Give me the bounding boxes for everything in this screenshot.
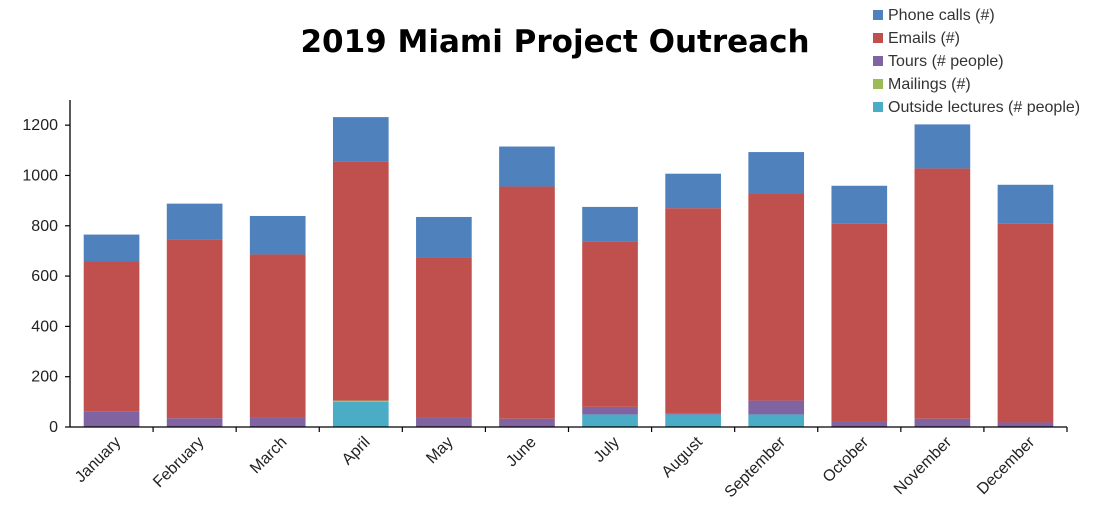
x-category-label: March [247,434,290,477]
bar-segment [748,152,805,194]
bar-segment [332,161,389,401]
x-category-label: August [659,433,707,481]
bar-segment [997,422,1054,427]
legend-label: Mailings (#) [888,76,971,93]
legend-swatch [873,56,883,66]
bar-segment [831,421,888,427]
legend-swatch [873,33,883,43]
bar-segment [748,400,805,415]
legend-label: Phone calls (#) [888,7,995,24]
x-category-label: November [891,433,956,498]
bar-segment [83,234,140,262]
bar-segment [83,411,140,427]
bar-segment [582,414,638,427]
bar-segment [582,406,638,415]
bar-segment [249,417,306,427]
bar-segment [249,254,306,418]
x-category-label: July [591,434,623,466]
bar-segment [83,261,140,412]
bar-segment [499,418,555,427]
y-tick-label: 800 [31,218,58,235]
bar-segment [665,413,721,415]
y-axis-ticks: 0 200 400 600 800 1000 1200 [22,117,70,436]
bar-segment [582,206,638,242]
bar-segment [332,117,389,162]
bar-segment [166,203,223,240]
bar-segment [332,400,389,402]
bar-segment [914,418,971,427]
bar-segment [582,241,638,407]
x-category-label: June [503,434,540,471]
bar-segment [914,124,971,169]
bar-segment [997,184,1054,224]
bar-segment [831,185,888,224]
legend-label: Tours (# people) [888,53,1004,70]
legend-label: Outside lectures (# people) [888,99,1080,116]
x-category-label: February [150,434,207,491]
bar-segment [665,173,721,209]
bar-segment [748,414,805,427]
bar-segment [997,223,1054,423]
bar-segment [416,417,472,427]
x-category-label: May [423,434,456,467]
y-tick-label: 1000 [22,167,58,184]
legend-label: Emails (#) [888,30,960,47]
chart-title: 2019 Miami Project Outreach [300,24,809,60]
y-tick-label: 400 [31,318,58,335]
bar-segment [499,186,555,419]
bar-segment [914,168,971,419]
y-tick-label: 0 [49,419,58,436]
legend: Phone calls (#) Emails (#) Tours (# people… [873,7,1080,116]
x-axis-labels: January February March April May June July Augu… [72,433,1039,501]
bar-segment [166,239,223,419]
bar-segment [665,414,721,427]
bar-segment [831,223,888,422]
bar-segment [416,257,472,418]
legend-swatch [873,10,883,20]
x-category-label: September [722,433,790,501]
x-category-label: April [339,434,374,469]
x-category-label: October [820,433,873,486]
legend-swatch [873,79,883,89]
bar-segment [416,216,472,258]
bar-segment [748,193,805,401]
y-tick-label: 200 [31,369,58,386]
x-category-label: December [974,433,1039,498]
legend-swatch [873,102,883,112]
bar-segment [665,208,721,414]
bar-segment [499,146,555,187]
bars-layer [83,117,1068,432]
bar-segment [332,401,389,427]
x-category-label: January [72,434,124,486]
bar-segment [166,418,223,427]
y-tick-label: 600 [31,268,58,285]
bar-segment [249,215,306,255]
y-tick-label: 1200 [22,117,58,134]
